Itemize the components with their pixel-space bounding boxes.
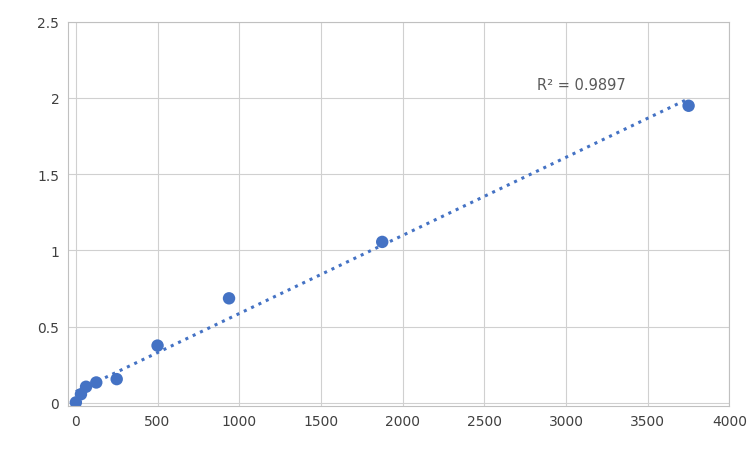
Point <box>376 239 388 246</box>
Point <box>111 376 123 383</box>
Text: R² = 0.9897: R² = 0.9897 <box>537 78 626 92</box>
Point <box>683 103 695 110</box>
Point <box>70 399 82 406</box>
Point <box>152 342 164 350</box>
Point <box>90 379 102 386</box>
Point <box>80 383 92 391</box>
Point <box>75 391 87 398</box>
Point <box>223 295 235 302</box>
